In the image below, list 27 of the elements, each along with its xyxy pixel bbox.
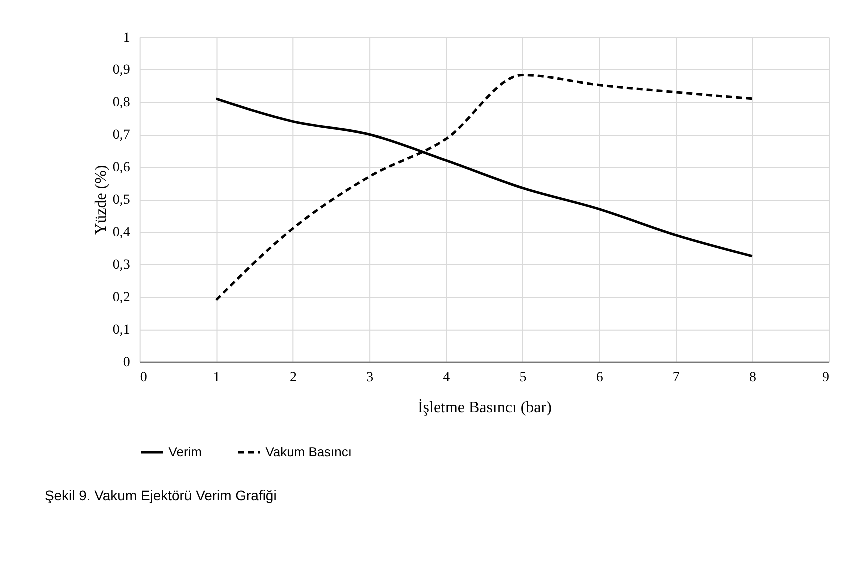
line-series [215, 74, 754, 302]
y-tick-label: 0,5 [112, 193, 130, 208]
y-tick-label: 0 [123, 355, 130, 370]
x-tick-label: 6 [596, 370, 604, 386]
y-tick-label: 0,3 [112, 258, 130, 273]
x-tick-label: 7 [672, 370, 680, 386]
x-axis-title: İşletme Basıncı (bar) [418, 398, 552, 416]
legend-label: Vakum Basıncı [266, 444, 352, 460]
y-tick-label: 0,6 [112, 160, 130, 176]
y-tick-label: 0,7 [112, 128, 130, 144]
x-tick-label: 9 [822, 370, 830, 386]
y-tick-label: 0,8 [112, 96, 130, 111]
x-tick-label: 8 [749, 370, 756, 386]
text: Şekil 9. Vakum Ejektörü Verim Grafiği [44, 488, 277, 504]
x-tick-label: 2 [290, 370, 297, 386]
y-tick-label: 0,4 [112, 226, 130, 241]
x-tick-label: 0 [140, 370, 148, 386]
y-tick-label: 0,9 [112, 63, 130, 78]
legend-label: Verim [168, 444, 202, 460]
y-tick-label: 1 [123, 30, 130, 46]
y-tick-label: 0,1 [112, 322, 130, 338]
x-tick-label: 1 [213, 370, 220, 386]
x-tick-label: 3 [366, 370, 374, 386]
x-tick-label: 4 [443, 370, 450, 386]
y-axis-title: Yüzde (%) [92, 165, 110, 235]
x-tick-label: 5 [520, 370, 527, 386]
y-tick-label: 0,2 [112, 290, 130, 306]
